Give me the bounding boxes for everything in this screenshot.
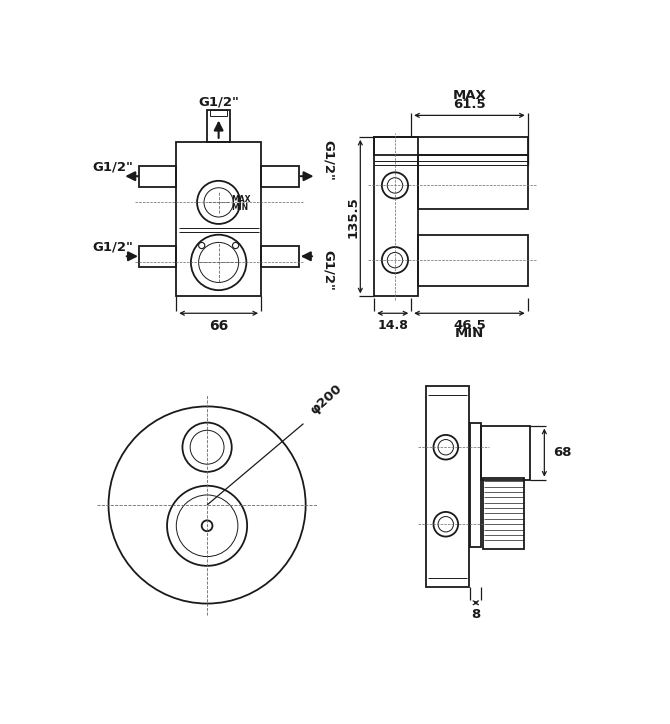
Text: MAX: MAX [231, 195, 251, 203]
Bar [374, 137, 418, 296]
Text: G1/2": G1/2" [198, 96, 239, 109]
Bar [470, 424, 481, 547]
Bar [483, 478, 525, 549]
Text: 14.8: 14.8 [377, 319, 408, 332]
Text: 135.5: 135.5 [346, 195, 359, 237]
Text: G1/2": G1/2" [92, 240, 133, 253]
Bar [139, 167, 176, 187]
Bar [481, 426, 531, 479]
Bar [210, 110, 227, 116]
Text: MAX: MAX [452, 89, 486, 102]
Text: 46.5: 46.5 [453, 319, 486, 332]
Text: 68: 68 [553, 446, 572, 459]
Text: G1/2": G1/2" [322, 140, 335, 181]
Text: 8: 8 [471, 608, 480, 621]
Text: MIN: MIN [231, 203, 248, 211]
Bar [261, 167, 299, 187]
Bar [207, 110, 230, 143]
Text: MIN: MIN [455, 327, 484, 340]
Text: 61.5: 61.5 [453, 98, 486, 111]
Text: 66: 66 [209, 319, 228, 334]
Bar [418, 155, 528, 209]
Text: G1/2": G1/2" [92, 161, 133, 174]
Bar [418, 235, 528, 285]
Bar [139, 246, 176, 267]
Bar [425, 386, 469, 587]
Bar [374, 137, 528, 155]
Bar [261, 246, 299, 267]
Text: G1/2": G1/2" [322, 250, 335, 290]
Text: φ200: φ200 [308, 382, 344, 418]
Bar [176, 143, 261, 296]
